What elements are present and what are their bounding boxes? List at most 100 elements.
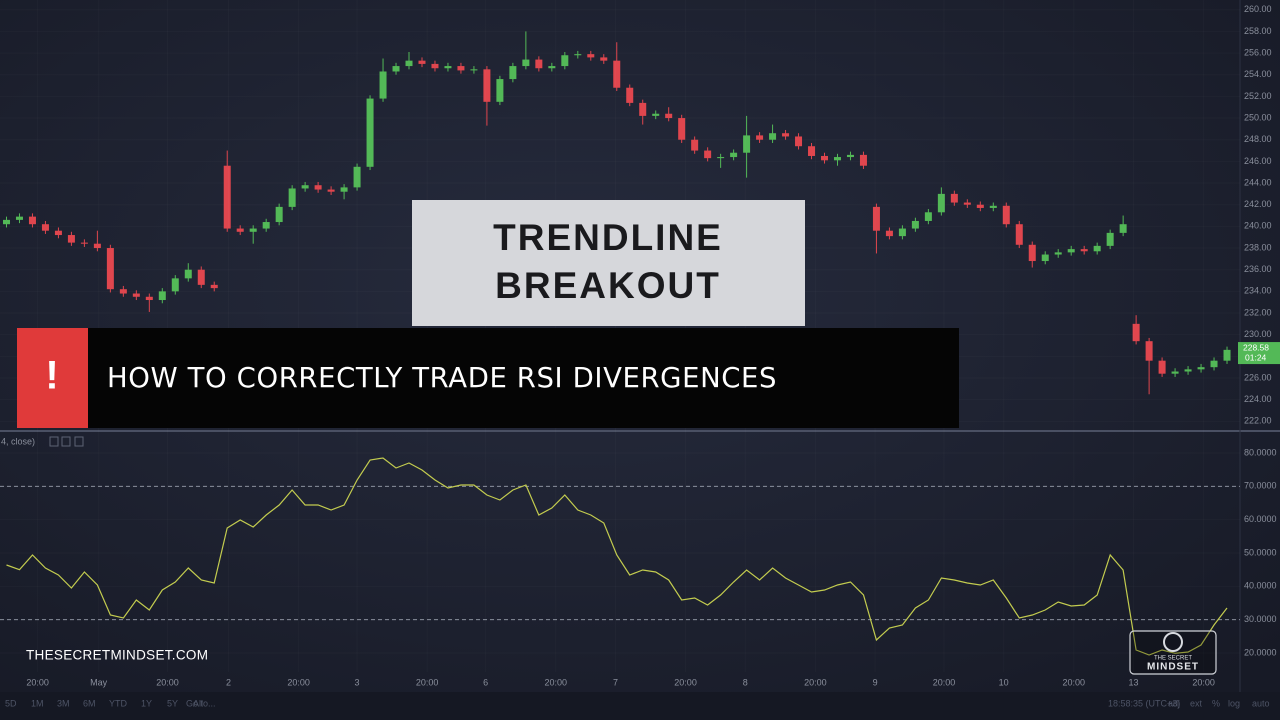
x-tick-label: 20:00	[416, 677, 439, 687]
candle-body	[950, 193, 958, 203]
candle-body	[470, 69, 478, 71]
candle-body	[353, 166, 361, 188]
candle-body	[1119, 224, 1127, 233]
candle-body	[314, 185, 322, 190]
candle-body	[249, 228, 257, 232]
y-tick-label: 80.0000	[1244, 447, 1277, 457]
banner-text: HOW TO CORRECTLY TRADE RSI DIVERGENCES	[107, 362, 777, 394]
candle-body	[119, 289, 127, 294]
candle-body	[340, 187, 348, 192]
candle-body	[418, 60, 426, 64]
logo: THE SECRET MINDSET	[1129, 630, 1217, 675]
option-button[interactable]: log	[1228, 698, 1240, 708]
candle-body	[1041, 254, 1049, 262]
candle-body	[301, 185, 309, 189]
candle-body	[1067, 249, 1075, 253]
x-tick-label: 6	[483, 677, 488, 687]
range-button[interactable]: YTD	[109, 698, 128, 708]
y-tick-label: 230.00	[1244, 329, 1272, 339]
candle-body	[223, 165, 231, 229]
candle-body	[613, 60, 621, 88]
candle-body	[145, 296, 153, 301]
candle-body	[496, 79, 504, 102]
x-tick-label: 2	[226, 677, 231, 687]
candle-body	[1158, 360, 1166, 374]
candle-body	[872, 206, 880, 231]
option-button[interactable]: adj	[1168, 698, 1180, 708]
x-tick-label: 20:00	[933, 677, 956, 687]
candle-body	[1184, 369, 1192, 372]
control-icon[interactable]	[49, 436, 59, 447]
candle-body	[509, 66, 517, 80]
candle-body	[158, 291, 166, 301]
banner	[17, 328, 959, 428]
y-tick-label: 60.0000	[1244, 514, 1277, 524]
option-button[interactable]: auto	[1252, 698, 1270, 708]
y-tick-label: 244.00	[1244, 177, 1272, 187]
y-tick-label: 252.00	[1244, 91, 1272, 101]
range-button[interactable]: 1M	[31, 698, 44, 708]
range-button[interactable]: All	[193, 698, 203, 708]
plot: 222.00224.00226.00228.00230.00232.00234.…	[0, 4, 1280, 687]
y-tick-label: 234.00	[1244, 286, 1272, 296]
y-tick-label: 256.00	[1244, 47, 1272, 57]
x-tick-label: 10	[999, 677, 1009, 687]
candle-body	[989, 205, 997, 208]
x-tick-label: 3	[355, 677, 360, 687]
candle-body	[808, 146, 816, 156]
y-tick-label: 20.0000	[1244, 647, 1277, 657]
range-button[interactable]: 6M	[83, 698, 96, 708]
candle-body	[963, 202, 971, 205]
range-button[interactable]: 5Y	[167, 698, 178, 708]
candle-body	[626, 87, 634, 103]
candle-body	[262, 222, 270, 229]
candle-body	[132, 293, 140, 297]
candle-body	[15, 216, 23, 220]
x-tick-label: 9	[873, 677, 878, 687]
range-button[interactable]: 3M	[57, 698, 70, 708]
candle-body	[236, 228, 244, 232]
option-button[interactable]: %	[1212, 698, 1220, 708]
candle-body	[106, 248, 114, 290]
candle-body	[717, 157, 725, 159]
y-tick-label: 240.00	[1244, 221, 1272, 231]
last-price-box	[1238, 342, 1280, 365]
option-button[interactable]: ext	[1190, 698, 1203, 708]
title-line: BREAKOUT	[495, 265, 721, 306]
rsi-label: 4, close)	[1, 436, 35, 446]
goto-button[interactable]: Go to...	[186, 698, 216, 708]
candle-body	[93, 243, 101, 249]
candle-body	[2, 219, 10, 225]
candle-body	[652, 113, 660, 116]
control-icon[interactable]	[74, 436, 84, 447]
candle-body	[288, 188, 296, 207]
candle-body	[197, 269, 205, 285]
x-tick-label: 20:00	[1192, 677, 1215, 687]
candle-body	[1054, 252, 1062, 255]
candle-body	[1197, 367, 1205, 370]
y-tick-label: 254.00	[1244, 69, 1272, 79]
candle-body	[756, 135, 764, 140]
y-tick-label: 50.0000	[1244, 547, 1277, 557]
candle-body	[28, 216, 36, 225]
candle-body	[1171, 371, 1179, 374]
x-tick-label: 20:00	[804, 677, 827, 687]
y-tick-label: 238.00	[1244, 242, 1272, 252]
y-tick-label: 70.0000	[1244, 481, 1277, 491]
candle-body	[327, 189, 335, 192]
control-icon[interactable]	[61, 436, 71, 447]
candle-body	[366, 98, 374, 167]
range-button[interactable]: 5D	[5, 698, 17, 708]
rsi-line	[6, 457, 1228, 656]
y-tick-label: 30.0000	[1244, 614, 1277, 624]
candle-body	[1223, 349, 1231, 361]
logo-icon	[1163, 632, 1183, 652]
x-tick-label: 20:00	[1063, 677, 1086, 687]
candle-body	[1080, 249, 1088, 252]
x-tick-label: 13	[1129, 677, 1139, 687]
y-tick-label: 248.00	[1244, 134, 1272, 144]
candle-body	[665, 113, 673, 119]
candle-body	[54, 230, 62, 236]
candle-body	[561, 55, 569, 67]
range-button[interactable]: 1Y	[141, 698, 152, 708]
